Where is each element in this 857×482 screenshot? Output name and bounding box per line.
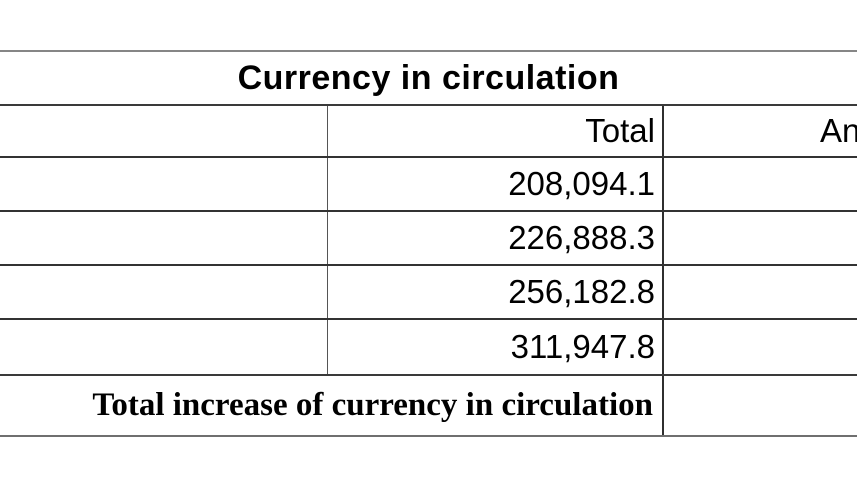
table-row: 208,094.1 — [0, 156, 857, 210]
annual-value-cell — [662, 266, 857, 318]
table-row: 256,182.8 — [0, 264, 857, 318]
total-value-cell: 208,094.1 — [327, 158, 662, 210]
table-row: 311,947.8 — [0, 318, 857, 374]
annual-value-cell — [662, 158, 857, 210]
table-footer-row: Total increase of currency in circulatio… — [0, 374, 857, 437]
header-cell-total: Total — [327, 106, 662, 156]
row-label-cell — [0, 266, 327, 318]
table-header-row: Total An — [0, 104, 857, 156]
footer-value-cell — [662, 376, 857, 435]
header-cell-empty — [0, 106, 327, 156]
row-label-cell — [0, 158, 327, 210]
table-row: 226,888.3 — [0, 210, 857, 264]
total-value-cell: 311,947.8 — [327, 320, 662, 374]
currency-table: Currency in circulation Total An 208,094… — [0, 50, 857, 437]
annual-value-cell — [662, 320, 857, 374]
row-label-cell — [0, 320, 327, 374]
table-title-row: Currency in circulation — [0, 50, 857, 104]
row-label-cell — [0, 212, 327, 264]
footer-label-cell: Total increase of currency in circulatio… — [92, 387, 653, 423]
total-value-cell: 226,888.3 — [327, 212, 662, 264]
annual-value-cell — [662, 212, 857, 264]
header-cell-annual-cutoff: An — [662, 106, 857, 156]
table-title: Currency in circulation — [237, 58, 620, 97]
total-value-cell: 256,182.8 — [327, 266, 662, 318]
